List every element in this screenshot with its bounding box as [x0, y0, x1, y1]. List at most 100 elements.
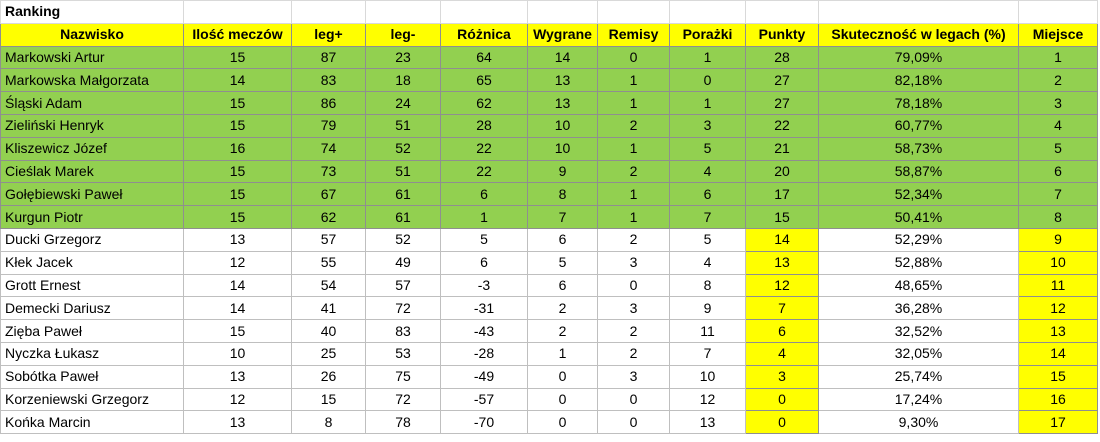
cell-place[interactable]: 7 — [1018, 182, 1098, 207]
cell-wins[interactable]: 10 — [527, 113, 598, 138]
cell-leg-minus[interactable]: 75 — [365, 364, 441, 389]
cell-place[interactable]: 10 — [1018, 250, 1098, 275]
cell-effectiveness[interactable]: 32,52% — [818, 319, 1019, 343]
cell-difference[interactable]: 6 — [440, 250, 528, 275]
cell-name[interactable]: Gołębiewski Paweł — [0, 182, 184, 207]
cell-name[interactable]: Grott Ernest — [0, 273, 184, 298]
cell-wins[interactable]: 2 — [527, 296, 598, 321]
empty-cell[interactable] — [818, 0, 1019, 24]
cell-losses[interactable]: 7 — [669, 205, 746, 229]
cell-points[interactable]: 13 — [745, 250, 819, 275]
cell-effectiveness[interactable]: 25,74% — [818, 364, 1019, 389]
cell-leg-plus[interactable]: 41 — [291, 296, 366, 321]
cell-place[interactable]: 2 — [1018, 68, 1098, 93]
cell-leg-minus[interactable]: 51 — [365, 113, 441, 138]
cell-leg-minus[interactable]: 53 — [365, 341, 441, 366]
cell-name[interactable]: Cieślak Marek — [0, 159, 184, 184]
cell-difference[interactable]: 5 — [440, 227, 528, 252]
cell-leg-minus[interactable]: 52 — [365, 136, 441, 161]
empty-cell[interactable] — [291, 0, 366, 24]
cell-points[interactable]: 17 — [745, 182, 819, 207]
cell-leg-plus[interactable]: 26 — [291, 364, 366, 389]
cell-effectiveness[interactable]: 58,87% — [818, 159, 1019, 184]
cell-leg-minus[interactable]: 23 — [365, 45, 441, 70]
cell-leg-minus[interactable]: 72 — [365, 296, 441, 321]
cell-draws[interactable]: 0 — [597, 45, 670, 70]
header-cell-wins[interactable]: Wygrane — [527, 22, 598, 47]
header-cell-leg-minus[interactable]: leg- — [365, 22, 441, 47]
cell-difference[interactable]: -28 — [440, 341, 528, 366]
cell-difference[interactable]: 22 — [440, 159, 528, 184]
header-cell-losses[interactable]: Porażki — [669, 22, 746, 47]
cell-place[interactable]: 15 — [1018, 364, 1098, 389]
cell-draws[interactable]: 3 — [597, 250, 670, 275]
empty-cell[interactable] — [527, 0, 598, 24]
cell-losses[interactable]: 1 — [669, 91, 746, 115]
cell-matches[interactable]: 12 — [183, 250, 292, 275]
cell-name[interactable]: Markowski Artur — [0, 45, 184, 70]
cell-leg-minus[interactable]: 51 — [365, 159, 441, 184]
cell-draws[interactable]: 0 — [597, 410, 670, 435]
cell-wins[interactable]: 0 — [527, 364, 598, 389]
cell-matches[interactable]: 14 — [183, 273, 292, 298]
cell-draws[interactable]: 0 — [597, 387, 670, 412]
cell-name[interactable]: Zieliński Henryk — [0, 113, 184, 138]
cell-name[interactable]: Zięba Paweł — [0, 319, 184, 343]
cell-points[interactable]: 22 — [745, 113, 819, 138]
cell-points[interactable]: 0 — [745, 410, 819, 435]
sheet-title[interactable]: Ranking — [0, 0, 184, 24]
cell-wins[interactable]: 13 — [527, 91, 598, 115]
header-cell-leg-plus[interactable]: leg+ — [291, 22, 366, 47]
cell-leg-minus[interactable]: 83 — [365, 319, 441, 343]
header-cell-nazwisko[interactable]: Nazwisko — [0, 22, 184, 47]
cell-effectiveness[interactable]: 50,41% — [818, 205, 1019, 229]
cell-name[interactable]: Nyczka Łukasz — [0, 341, 184, 366]
cell-draws[interactable]: 3 — [597, 364, 670, 389]
cell-losses[interactable]: 3 — [669, 113, 746, 138]
cell-points[interactable]: 4 — [745, 341, 819, 366]
cell-matches[interactable]: 16 — [183, 136, 292, 161]
cell-effectiveness[interactable]: 36,28% — [818, 296, 1019, 321]
cell-difference[interactable]: 28 — [440, 113, 528, 138]
cell-leg-minus[interactable]: 78 — [365, 410, 441, 435]
cell-points[interactable]: 27 — [745, 68, 819, 93]
cell-losses[interactable]: 6 — [669, 182, 746, 207]
cell-points[interactable]: 15 — [745, 205, 819, 229]
cell-effectiveness[interactable]: 79,09% — [818, 45, 1019, 70]
cell-wins[interactable]: 13 — [527, 68, 598, 93]
cell-name[interactable]: Końka Marcin — [0, 410, 184, 435]
cell-place[interactable]: 13 — [1018, 319, 1098, 343]
cell-leg-plus[interactable]: 67 — [291, 182, 366, 207]
cell-points[interactable]: 27 — [745, 91, 819, 115]
cell-wins[interactable]: 5 — [527, 250, 598, 275]
cell-points[interactable]: 14 — [745, 227, 819, 252]
cell-draws[interactable]: 2 — [597, 113, 670, 138]
cell-matches[interactable]: 13 — [183, 227, 292, 252]
cell-place[interactable]: 14 — [1018, 341, 1098, 366]
cell-wins[interactable]: 10 — [527, 136, 598, 161]
header-cell-points[interactable]: Punkty — [745, 22, 819, 47]
cell-effectiveness[interactable]: 52,29% — [818, 227, 1019, 252]
cell-place[interactable]: 1 — [1018, 45, 1098, 70]
cell-leg-plus[interactable]: 15 — [291, 387, 366, 412]
header-cell-matches[interactable]: Ilość meczów — [183, 22, 292, 47]
cell-points[interactable]: 0 — [745, 387, 819, 412]
cell-leg-plus[interactable]: 86 — [291, 91, 366, 115]
cell-leg-plus[interactable]: 62 — [291, 205, 366, 229]
cell-place[interactable]: 11 — [1018, 273, 1098, 298]
cell-losses[interactable]: 13 — [669, 410, 746, 435]
cell-difference[interactable]: 65 — [440, 68, 528, 93]
empty-cell[interactable] — [745, 0, 819, 24]
cell-wins[interactable]: 0 — [527, 387, 598, 412]
empty-cell[interactable] — [440, 0, 528, 24]
cell-wins[interactable]: 6 — [527, 227, 598, 252]
empty-cell[interactable] — [597, 0, 670, 24]
header-cell-effectiveness[interactable]: Skuteczność w legach (%) — [818, 22, 1019, 47]
cell-difference[interactable]: 62 — [440, 91, 528, 115]
header-cell-difference[interactable]: Różnica — [440, 22, 528, 47]
cell-place[interactable]: 6 — [1018, 159, 1098, 184]
cell-draws[interactable]: 2 — [597, 227, 670, 252]
cell-points[interactable]: 7 — [745, 296, 819, 321]
cell-leg-plus[interactable]: 8 — [291, 410, 366, 435]
cell-wins[interactable]: 1 — [527, 341, 598, 366]
